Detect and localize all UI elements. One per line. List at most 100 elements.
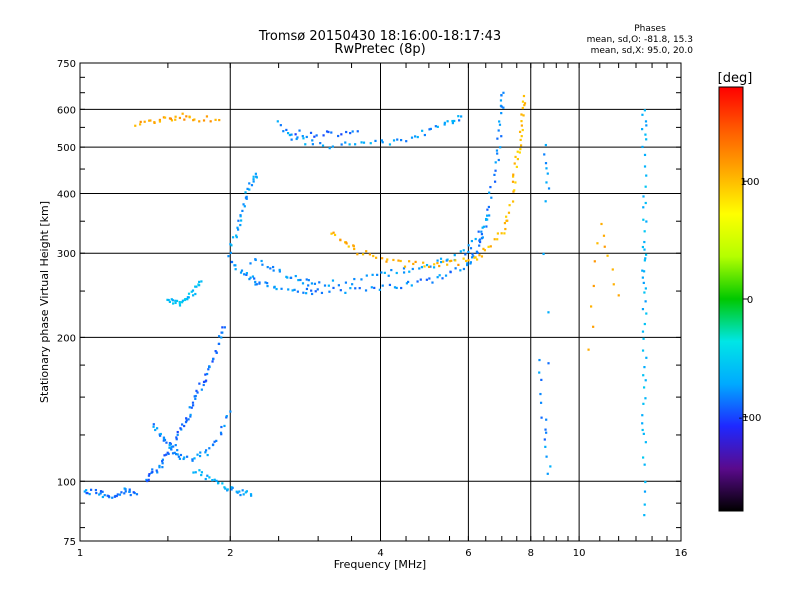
- data-point: [296, 290, 299, 293]
- data-point: [330, 131, 333, 134]
- data-point: [388, 143, 392, 146]
- colorbar-tick-label: 0: [747, 295, 753, 306]
- data-point: [643, 490, 647, 493]
- data-point: [436, 259, 439, 262]
- data-point: [132, 491, 135, 494]
- data-point: [198, 469, 201, 472]
- data-point: [194, 394, 197, 398]
- data-point: [181, 301, 184, 304]
- data-point: [218, 118, 221, 122]
- data-point: [602, 234, 606, 237]
- data-point: [158, 433, 161, 436]
- data-point: [469, 261, 472, 264]
- data-point: [347, 245, 350, 248]
- data-point: [217, 342, 220, 346]
- data-point: [248, 182, 251, 185]
- data-point: [198, 280, 201, 283]
- data-point: [116, 493, 119, 496]
- data-point: [643, 230, 646, 233]
- data-point: [472, 255, 475, 258]
- data-point: [286, 276, 289, 279]
- data-point: [489, 185, 492, 189]
- data-point: [519, 148, 522, 151]
- data-point: [230, 244, 233, 247]
- data-point: [386, 258, 389, 261]
- data-point: [645, 220, 648, 223]
- data-point: [309, 131, 313, 134]
- data-point: [187, 292, 191, 295]
- data-point: [285, 128, 288, 132]
- data-point: [208, 476, 211, 479]
- data-point: [252, 175, 255, 178]
- data-point: [351, 283, 354, 286]
- data-point: [434, 125, 437, 128]
- data-point: [494, 161, 497, 164]
- data-point: [516, 157, 520, 161]
- y-tick-label: 75: [63, 537, 76, 548]
- data-point: [442, 260, 445, 263]
- data-point: [369, 142, 372, 145]
- data-point: [469, 262, 472, 265]
- colorbar-tick-label: 100: [740, 177, 759, 188]
- data-point: [162, 116, 165, 119]
- y-tick-label: 600: [57, 105, 76, 116]
- data-point: [163, 116, 167, 119]
- data-point: [206, 453, 209, 457]
- data-point: [237, 219, 240, 222]
- data-point: [295, 137, 298, 141]
- data-point: [86, 491, 89, 495]
- data-point: [418, 267, 421, 270]
- data-point: [520, 135, 523, 138]
- data-point: [178, 302, 181, 305]
- data-point: [176, 430, 179, 434]
- data-point: [354, 143, 357, 146]
- data-point: [408, 260, 411, 263]
- data-point: [94, 488, 97, 492]
- data-point: [496, 238, 499, 241]
- data-point: [297, 278, 300, 282]
- data-point: [155, 427, 159, 430]
- data-point: [451, 119, 454, 123]
- data-point: [198, 382, 201, 385]
- data-point: [176, 449, 179, 452]
- data-point: [220, 336, 223, 339]
- data-point: [124, 488, 127, 491]
- data-point: [101, 495, 104, 499]
- data-point: [204, 379, 208, 382]
- x-tick-label: 8: [528, 548, 534, 559]
- data-point: [183, 118, 186, 121]
- data-point: [236, 226, 239, 229]
- data-point: [467, 244, 470, 247]
- data-point: [644, 120, 648, 123]
- data-point: [457, 263, 460, 266]
- data-point: [322, 134, 325, 137]
- data-point: [221, 326, 224, 329]
- data-point: [543, 153, 546, 156]
- data-point: [229, 251, 232, 254]
- data-point: [419, 278, 422, 281]
- data-point: [152, 423, 155, 426]
- data-point: [152, 425, 155, 428]
- data-point: [313, 282, 317, 285]
- data-point: [177, 455, 180, 458]
- data-point: [446, 263, 449, 266]
- data-point: [311, 139, 314, 142]
- data-point: [539, 401, 543, 404]
- data-point: [482, 247, 485, 250]
- data-point: [258, 281, 261, 284]
- colorbar-gradient: [718, 86, 744, 512]
- data-point: [186, 455, 189, 458]
- data-point: [438, 264, 441, 268]
- data-point: [400, 286, 403, 290]
- x-tick-labels: 1 2 4 6 8 10 16: [77, 548, 688, 559]
- phases-line-o: mean, sd,O: -81.8, 15.3: [587, 35, 693, 45]
- data-point: [166, 451, 169, 454]
- data-point: [519, 144, 523, 147]
- data-point: [489, 245, 492, 248]
- data-point: [145, 478, 148, 482]
- data-point: [520, 113, 523, 116]
- data-point: [438, 274, 441, 277]
- data-point: [147, 474, 151, 477]
- data-point: [516, 150, 519, 153]
- data-point: [272, 269, 275, 272]
